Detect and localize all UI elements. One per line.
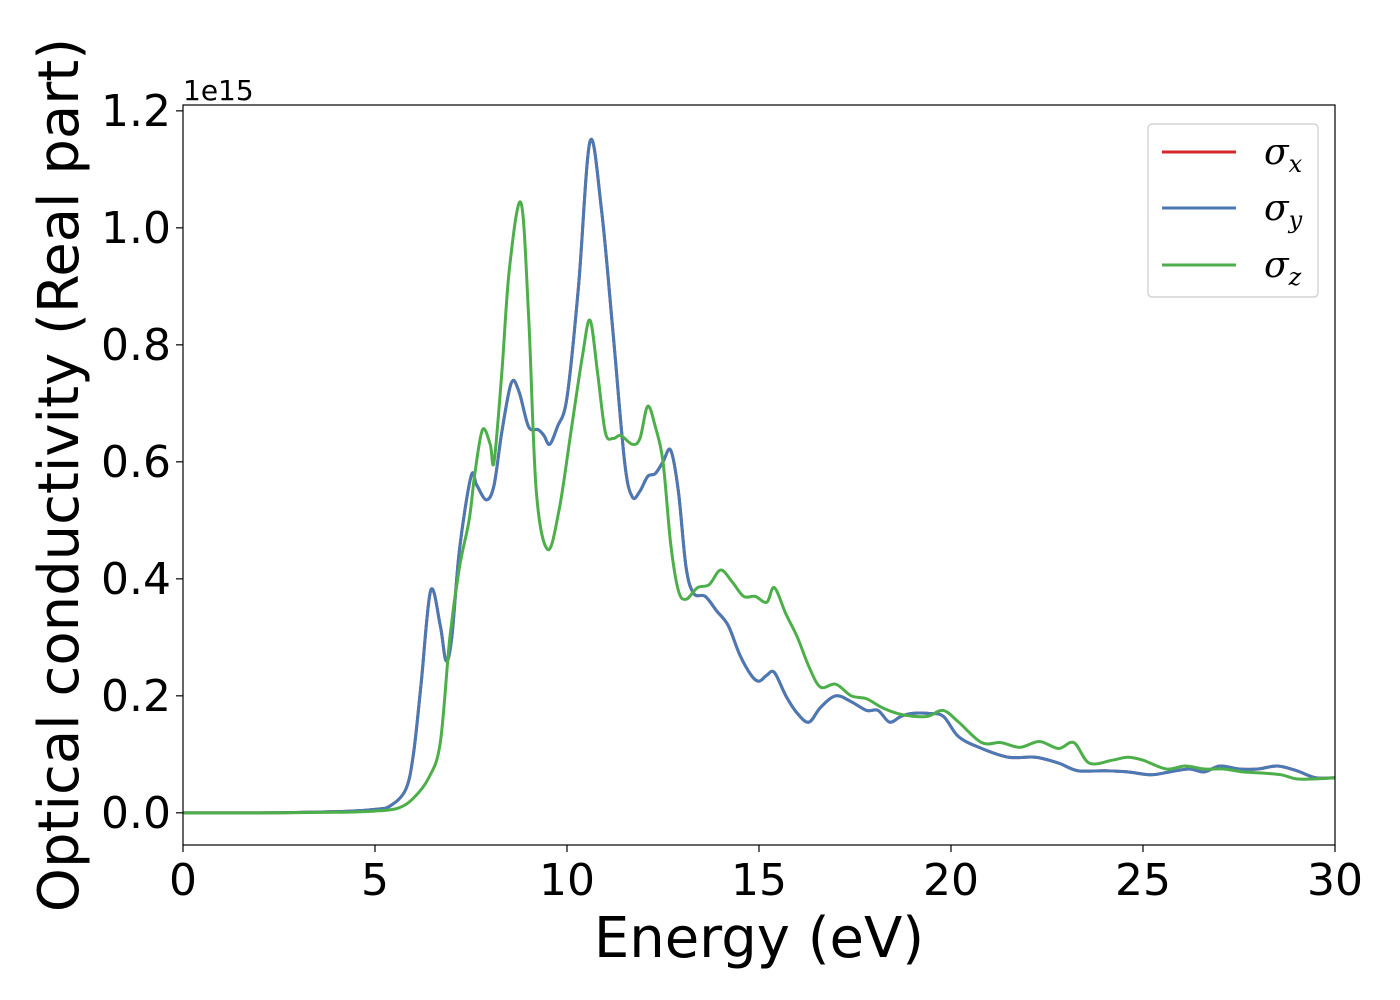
x-tick-label: 0: [169, 855, 197, 906]
series-line-z: [183, 200, 1335, 815]
y-axis-ticks: 0.0 0.2 0.4 0.6 0.8 1.0 1.2: [101, 86, 183, 839]
legend: σx σy σz: [1147, 123, 1319, 298]
x-tick-label: 10: [539, 855, 595, 906]
x-tick-label: 30: [1307, 855, 1363, 906]
y-tick-label: 1.0: [101, 203, 171, 254]
series-line-y: [183, 137, 1335, 815]
legend-label-x: σx: [1264, 132, 1303, 178]
x-axis-ticks: 0 5 10 15 20 25 30: [169, 845, 1363, 906]
y-axis-title: Optical conductivity (Real part): [27, 38, 92, 912]
y-tick-label: 0.8: [101, 320, 171, 371]
x-tick-label: 20: [923, 855, 979, 906]
x-axis-title: Energy (eV): [594, 906, 924, 971]
x-tick-label: 5: [361, 855, 389, 906]
legend-box: [1147, 123, 1319, 298]
legend-entries: σx σy σz: [1162, 132, 1303, 291]
y-tick-label: 0.2: [101, 671, 171, 722]
y-offset-label: 1e15: [183, 74, 254, 107]
y-tick-label: 0.0: [101, 788, 171, 839]
legend-label-y: σy: [1264, 188, 1303, 234]
x-tick-label: 15: [731, 855, 787, 906]
y-tick-label: 0.4: [101, 554, 171, 605]
x-tick-label: 25: [1115, 855, 1171, 906]
y-tick-label: 0.6: [101, 437, 171, 488]
y-tick-label: 1.2: [101, 86, 171, 137]
series-layer: [183, 137, 1335, 815]
legend-label-z: σz: [1264, 245, 1302, 291]
